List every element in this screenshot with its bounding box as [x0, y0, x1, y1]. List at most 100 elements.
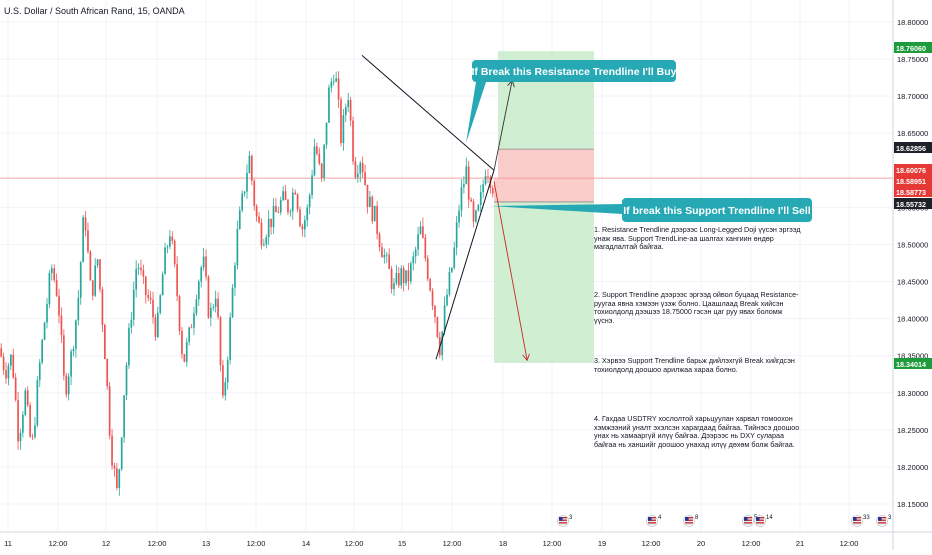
candle-body [63, 335, 65, 376]
sell-arrow[interactable] [493, 181, 527, 359]
candle-body [26, 390, 29, 406]
symbol-title[interactable]: U.S. Dollar / South African Rand, 15, OA… [4, 6, 185, 16]
candle-body [99, 259, 101, 290]
candle-body [263, 244, 265, 246]
candle-body [243, 191, 246, 194]
analysis-note-2: 2. Support Trendline дээрээс эргээд ойво… [594, 290, 799, 325]
candle-body [185, 341, 188, 362]
candle-body [48, 273, 51, 305]
flag-stripe [744, 517, 752, 519]
flag-stripe [559, 517, 567, 519]
price-label-text: 18.76060 [896, 44, 926, 53]
candle-body [472, 201, 475, 222]
candle-body [12, 354, 15, 378]
y-tick-label: 18.25000 [897, 426, 928, 435]
candle-body [241, 193, 244, 211]
candle-body [58, 295, 60, 316]
resistance-trendline[interactable] [361, 54, 495, 171]
candle-body [41, 339, 44, 363]
event-count: 33 [863, 515, 870, 521]
flag-stripe [878, 519, 886, 521]
candle-body [22, 414, 24, 433]
candle-body [385, 254, 388, 256]
candle-body [248, 155, 251, 173]
candle-body [67, 376, 70, 395]
event-badge[interactable]: 3 [557, 515, 574, 527]
candle-body [91, 280, 94, 296]
long-stop-zone [498, 149, 594, 180]
buy-arrow[interactable] [493, 81, 512, 171]
event-badge[interactable]: 33 [851, 515, 871, 527]
candle-body [53, 268, 56, 281]
event-badge[interactable]: 4 [646, 515, 663, 527]
y-tick-label: 18.15000 [897, 500, 928, 509]
candle-body [289, 211, 292, 213]
candle-body [181, 330, 183, 355]
buy-callout[interactable]: If Break this Resistance Trendline I'll … [466, 60, 677, 143]
candle-body [431, 290, 434, 306]
event-count: 14 [766, 515, 773, 521]
candle-body [79, 262, 82, 298]
candle-body [202, 256, 205, 268]
x-tick-label: 13 [202, 539, 210, 548]
candle-body [171, 236, 174, 241]
candle-body [38, 362, 41, 381]
candle-body [253, 180, 256, 207]
flag-stripe [744, 522, 752, 524]
support-trendline[interactable] [435, 170, 495, 360]
candle-body [373, 205, 376, 222]
candle-body [349, 100, 352, 121]
flag-stripes [744, 517, 752, 525]
candle-body [255, 206, 258, 217]
callouts[interactable]: If Break this Resistance Trendline I'll … [466, 60, 812, 222]
flag-stripe [559, 519, 567, 521]
candle-body [212, 306, 215, 308]
candle-body [29, 405, 31, 437]
candle-body [328, 87, 330, 123]
flag-stripes [648, 517, 656, 525]
flag-canton [685, 517, 689, 521]
event-badge[interactable]: 3 [876, 515, 893, 527]
candle-body [357, 173, 359, 178]
candle-body [405, 270, 407, 284]
sell-callout-box [622, 198, 812, 222]
candles [0, 71, 494, 496]
candle-body [125, 365, 128, 396]
event-badge[interactable]: 14 [754, 515, 774, 527]
candle-body [101, 289, 104, 325]
candle-body [82, 217, 84, 263]
x-tick-label: 12:00 [49, 539, 68, 548]
candle-body [337, 78, 340, 100]
x-tick-label: 21 [796, 539, 804, 548]
price-label-red: 18.58951 [894, 175, 932, 186]
x-tick-label: 12:00 [642, 539, 661, 548]
candle-body [299, 209, 301, 227]
candle-body [301, 226, 304, 230]
candle-body [467, 166, 470, 200]
flag-stripe [648, 519, 656, 521]
analysis-note-3: 3. Хэрвээ Support Trendline барьж дийлэх… [594, 356, 797, 374]
candle-body [397, 273, 400, 286]
price-label-text: 18.58773 [896, 188, 926, 197]
candle-body [132, 289, 135, 320]
candle-body [460, 187, 463, 211]
candle-body [330, 81, 333, 88]
candle-body [113, 465, 116, 469]
sell-callout-text: If break this Support Trendline I'll Sel… [623, 205, 811, 217]
candle-body [270, 218, 272, 228]
candle-body [106, 359, 109, 387]
candle-body [395, 273, 398, 284]
price-label-red: 18.58773 [894, 186, 932, 197]
x-tick-label: 12:00 [543, 539, 562, 548]
sell-callout[interactable]: If break this Support Trendline I'll Sel… [490, 198, 812, 222]
price-label-bg [894, 142, 932, 153]
y-tick-label: 18.35000 [897, 352, 928, 361]
candle-body [46, 304, 48, 323]
event-badge[interactable]: 8 [683, 515, 700, 527]
candle-body [275, 205, 277, 213]
drawings[interactable] [361, 54, 527, 360]
candle-body [347, 100, 350, 108]
candle-body [250, 155, 253, 181]
